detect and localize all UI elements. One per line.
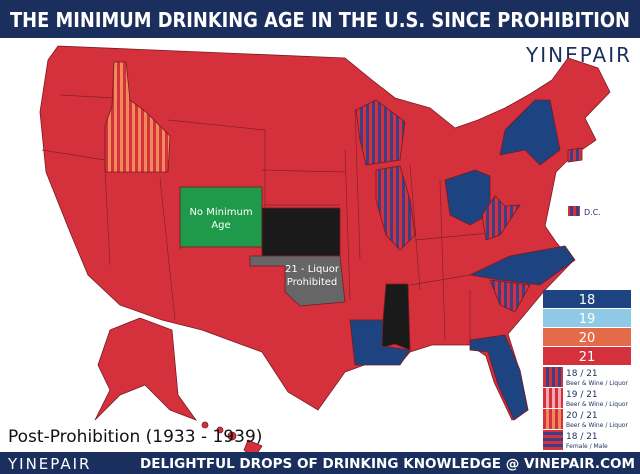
legend-label: 20 / 21: [566, 411, 598, 421]
dc-swatch: [568, 206, 580, 216]
legend-swatch: [543, 309, 631, 327]
florida: [469, 334, 529, 421]
south-carolina: [489, 279, 531, 313]
legend-swatch: [543, 409, 563, 429]
footer-bar: [0, 452, 640, 474]
west-virginia: [481, 195, 521, 241]
oklahoma: [249, 255, 346, 307]
map-label: No Minimum: [189, 207, 252, 218]
colorado: [179, 186, 263, 248]
legend-sublabel: Female / Male: [566, 443, 608, 450]
map-label: Age: [211, 220, 230, 231]
legend-swatch: [543, 430, 563, 450]
footer-tagline: DELIGHTFUL DROPS OF DRINKING KNOWLEDGE @…: [140, 457, 635, 472]
header-bar: [0, 0, 640, 38]
kansas: [261, 207, 341, 257]
north-carolina: [468, 245, 576, 286]
legend-label: 19: [579, 312, 596, 327]
legend-sublabel: Beer & Wine / Liquor: [566, 380, 629, 387]
alaska: [94, 317, 198, 421]
period-label: Post-Prohibition (1933 - 1939): [8, 427, 262, 447]
map-label: D.C.: [584, 208, 601, 217]
legend-label: 20: [579, 331, 596, 346]
footer-logo: YINEPAIR: [7, 455, 91, 473]
illinois: [375, 165, 416, 251]
legend-patterns: 18 / 21 Beer & Wine / Liquor 19 / 21 Bee…: [543, 367, 629, 450]
legend-sublabel: Beer & Wine / Liquor: [566, 422, 629, 429]
legend-label: 18 / 21: [566, 432, 598, 442]
legend-swatch: [543, 367, 563, 387]
title: THE MINIMUM DRINKING AGE IN THE U.S. SIN…: [10, 8, 630, 32]
connecticut: [567, 147, 583, 163]
legend-swatch: [543, 388, 563, 408]
legend-swatch: [543, 328, 631, 346]
legend-sublabel: Beer & Wine / Liquor: [566, 401, 629, 408]
legend-label: 21: [579, 350, 596, 365]
wisconsin: [355, 99, 406, 166]
idaho: [104, 61, 171, 173]
new-york: [499, 99, 561, 166]
map-label: Prohibited: [287, 277, 338, 288]
legend-swatch: [543, 347, 631, 365]
map-label: 21 - Liquor: [285, 264, 340, 275]
legend: 18 19 20 21: [543, 290, 631, 365]
legend-label: 19 / 21: [566, 390, 598, 400]
louisiana: [349, 319, 411, 366]
legend-label: 18 / 21: [566, 369, 598, 379]
legend-label: 18: [579, 293, 596, 308]
legend-swatch: [543, 290, 631, 308]
